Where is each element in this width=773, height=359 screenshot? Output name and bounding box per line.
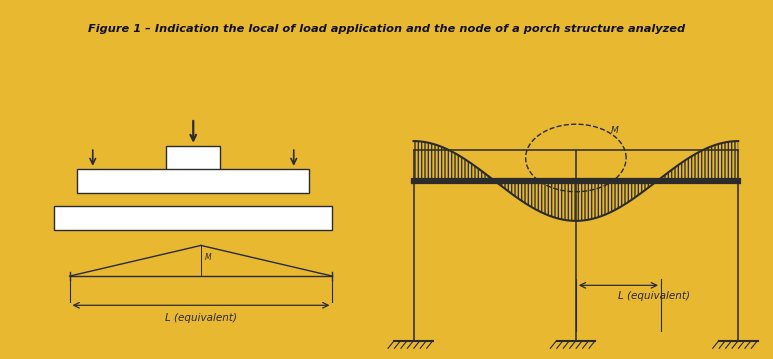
Bar: [54, 205, 332, 230]
Bar: [166, 146, 220, 175]
Text: L (equivalent): L (equivalent): [165, 313, 237, 323]
Text: M: M: [611, 126, 618, 135]
Text: L (equivalent): L (equivalent): [618, 292, 690, 302]
Text: Figure 1 – Indication the local of load application and the node of a porch stru: Figure 1 – Indication the local of load …: [88, 24, 685, 34]
Text: M: M: [205, 253, 212, 262]
Bar: [77, 169, 309, 193]
